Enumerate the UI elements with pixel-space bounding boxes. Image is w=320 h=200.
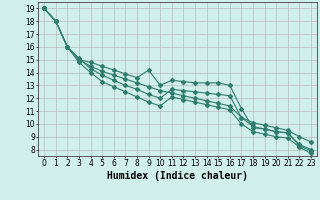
- X-axis label: Humidex (Indice chaleur): Humidex (Indice chaleur): [107, 171, 248, 181]
